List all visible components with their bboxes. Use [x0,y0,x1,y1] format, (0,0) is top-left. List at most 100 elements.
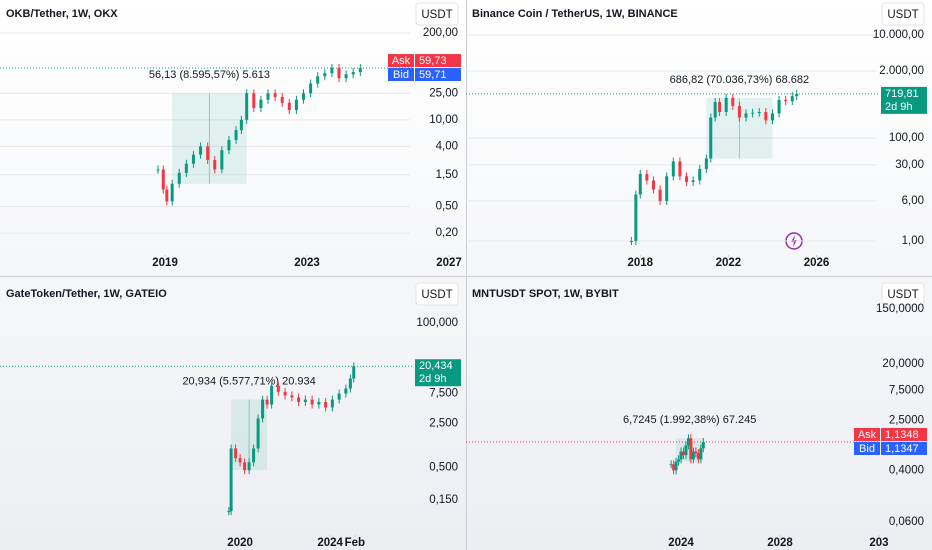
candle [344,74,348,79]
candle [795,93,799,97]
currency: USDT [421,289,452,301]
measure-label: 20,934 (5.577,71%) 20.934 [182,376,315,388]
candle [283,391,287,396]
y-tick-label: 7,500 [429,388,458,400]
candle [323,73,327,77]
chart-title: GateToken/Tether, 1W, GATEIO [6,288,167,300]
candle [694,451,698,454]
candle [256,418,260,449]
candle [701,441,705,449]
chart-panel: GateToken/Tether, 1W, GATEIO USDT 100,000 7… [0,282,461,549]
candle [658,189,662,201]
tag-name-box [854,441,880,455]
price-tag [415,68,461,82]
candle [303,399,307,402]
candle [784,99,788,102]
tag-name: Bid [859,443,875,455]
candle [671,161,675,177]
candle [348,378,352,389]
candle [261,399,265,419]
x-tick-label: 2018 [627,257,653,269]
candle [651,180,655,190]
candle [677,459,681,462]
currency: USDT [887,9,918,21]
candle [344,388,348,394]
measure-label: 6,7245 (1.992,38%) 67.245 [623,414,756,426]
y-tick-label: 20,0000 [882,358,924,370]
candle [227,139,231,151]
candle [297,397,301,402]
x-tick-label: 2020 [227,537,253,549]
price-tag-label: 1,1348 [885,429,919,441]
candle [358,68,362,73]
tag-name-box [388,68,414,82]
price-tag-countdown: 2d 9h [419,373,447,385]
candle [731,97,735,106]
candle [191,154,195,164]
candle [199,146,203,155]
currency: USDT [421,9,452,21]
candle [265,399,269,405]
candle [290,395,294,398]
tag-name-box [854,427,880,441]
candle [294,99,298,111]
candle [234,448,238,459]
candle [645,174,649,181]
candle [685,176,689,182]
x-tick-label: 2024 [668,537,694,549]
price-tag-label: 59,73 [419,55,447,67]
candle [638,174,642,195]
candle [227,511,231,513]
x-tick-label: Feb [345,537,365,549]
candle [330,399,334,408]
currency-box [415,282,459,306]
currency-box [415,2,459,26]
candle [744,113,748,118]
candle [317,401,321,405]
y-tick-label: 30,00 [895,159,924,171]
tag-name-box [388,54,414,68]
candle [273,93,277,97]
y-tick-label: 2,500 [429,417,458,429]
y-tick-label: 100,00 [889,132,924,144]
candle [206,146,210,160]
y-tick-label: 200,00 [423,27,458,39]
chart-title: Binance Coin / TetherUS, 1W, BINANCE [472,8,678,20]
candle [790,96,794,102]
candle [669,464,673,466]
x-tick-label: 2027 [436,257,462,269]
currency: USDT [887,289,918,301]
candle [213,159,217,170]
candle [266,93,270,100]
candle [184,163,188,173]
candle [229,448,233,512]
x-tick-label: 203 [869,537,888,549]
candle [310,399,314,405]
y-tick-label: 10.000,00 [873,29,924,41]
currency-box [881,2,925,26]
chart-panel: MNTUSDT SPOT, 1W, BYBIT USDT 150,0000 20,00… [466,282,927,549]
price-tag-label: 719,81 [885,88,919,100]
candle [239,119,243,131]
candle [234,130,238,140]
candle [238,458,242,463]
y-tick-label: 150,0000 [876,303,924,315]
candle [252,448,256,463]
y-tick-label: 2.000,00 [879,65,924,77]
candle [220,150,224,170]
candle [165,189,169,202]
candle [330,67,334,74]
y-tick-label: 6,00 [902,195,924,207]
x-tick-label: 2024 [317,537,343,549]
candle [316,76,320,84]
candle [161,169,165,190]
currency-box [881,282,925,306]
candle [698,169,702,181]
candle [704,158,708,170]
candle [259,99,263,109]
y-tick-label: 100,000 [416,317,458,329]
price-tag [415,359,461,387]
candle [243,462,247,471]
y-tick-label: 0,150 [429,494,458,506]
